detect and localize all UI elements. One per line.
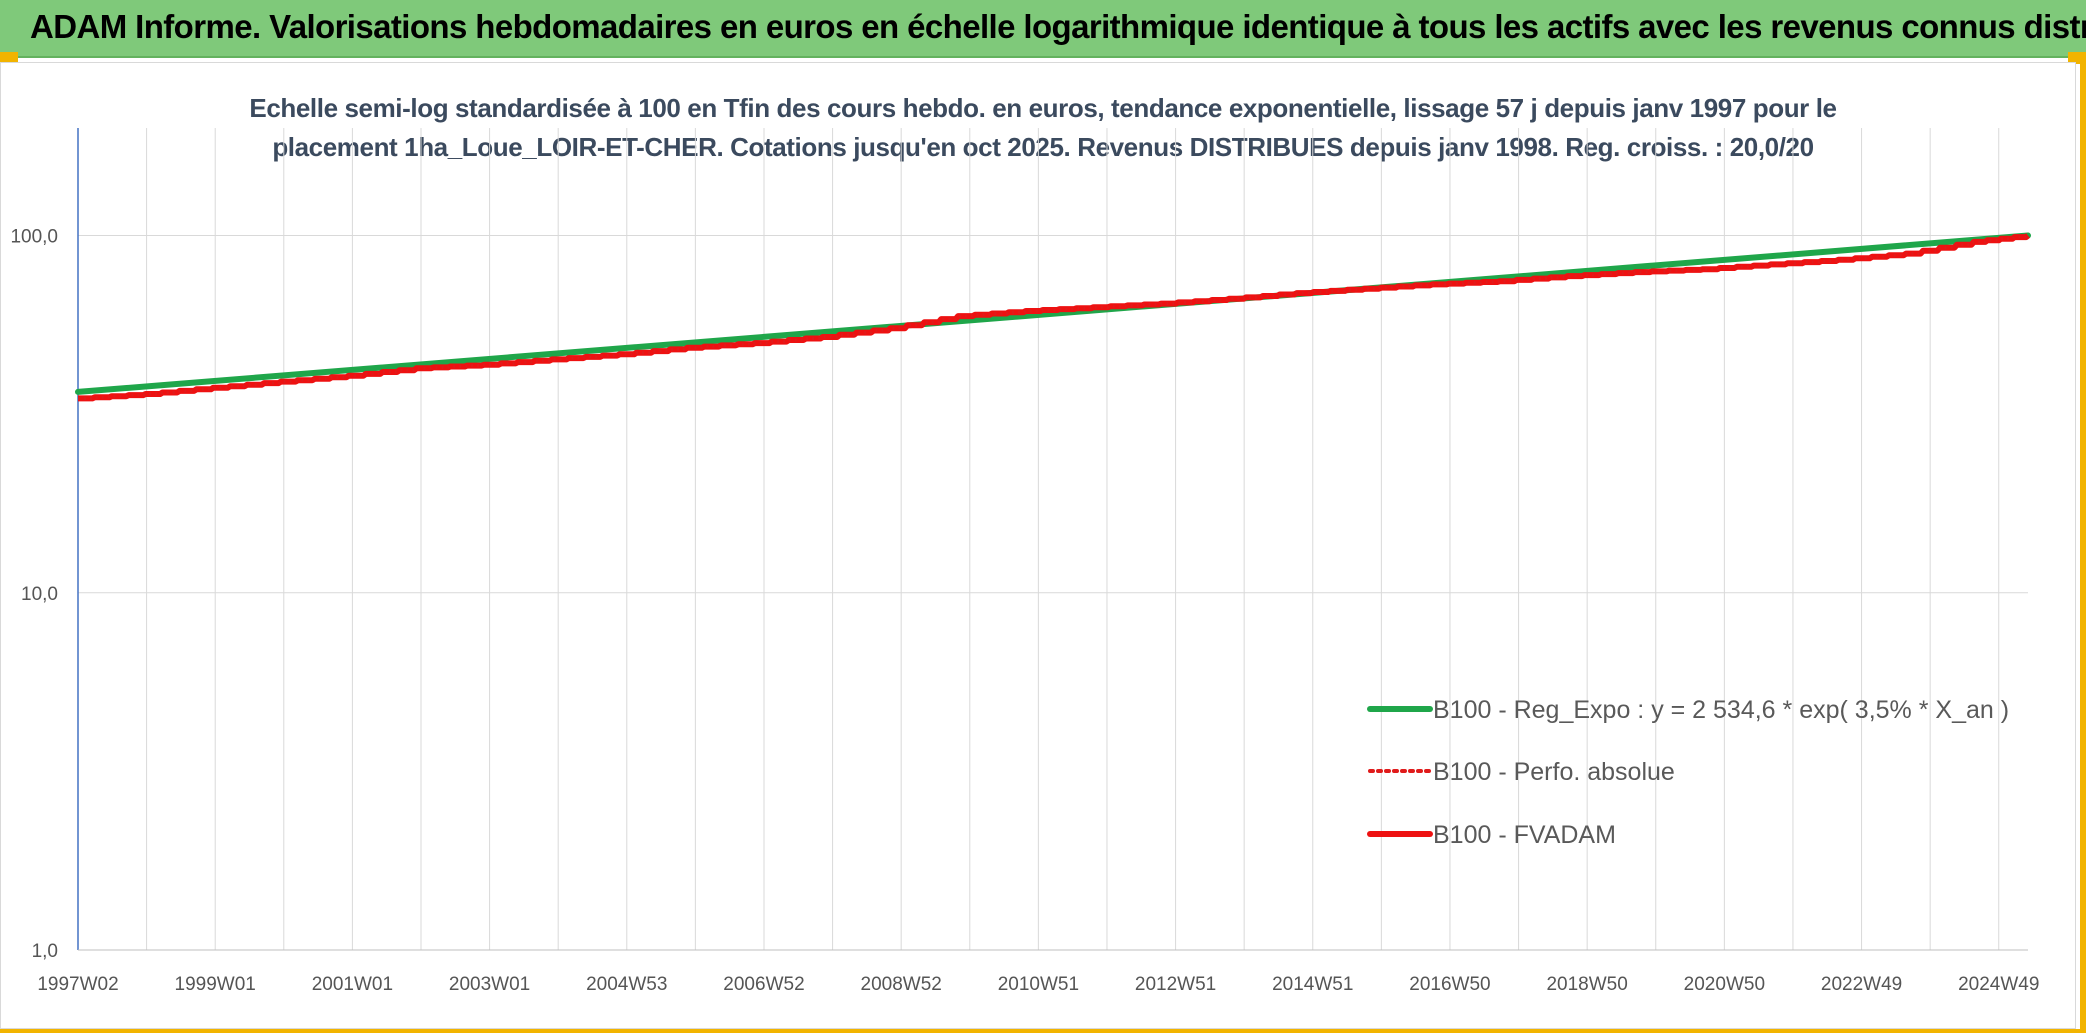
- frame-corner-right: [2068, 52, 2086, 64]
- x-tick-label: 2018W50: [1546, 974, 1627, 995]
- series-lines: [75, 232, 2031, 402]
- x-tick-label: 2012W51: [1135, 974, 1216, 995]
- y-tick-label: 10,0: [21, 584, 58, 605]
- y-tick-label: 100,0: [10, 227, 58, 248]
- report-banner: ADAM Informe. Valorisations hebdomadaire…: [0, 0, 2086, 58]
- x-tick-label: 2022W49: [1821, 974, 1902, 995]
- frame-edge-right: [2080, 64, 2086, 1033]
- x-tick-label: 1999W01: [175, 974, 256, 995]
- y-tick-label: 1,0: [32, 941, 58, 962]
- x-tick-label: 2020W50: [1684, 974, 1765, 995]
- x-tick-label: 2003W01: [449, 974, 530, 995]
- x-tick-label: 2008W52: [861, 974, 942, 995]
- report-title: ADAM Informe. Valorisations hebdomadaire…: [30, 8, 2086, 45]
- chart-title-line-1: Echelle semi-log standardisée à 100 en T…: [249, 93, 1837, 123]
- x-tick-label: 2006W52: [723, 974, 804, 995]
- x-tick-label: 2010W51: [998, 974, 1079, 995]
- legend-entry-fvadam-label: B100 - FVADAM: [1433, 821, 1616, 849]
- frame-edge-bottom: [0, 1029, 2086, 1033]
- chart-title: Echelle semi-log standardisée à 100 en T…: [0, 89, 2086, 167]
- series-perf-absolue-line: [78, 234, 2029, 400]
- x-tick-label: 2001W01: [312, 974, 393, 995]
- axes: [77, 128, 2028, 951]
- legend-entry-regression-label: B100 - Reg_Expo : y = 2 534,6 * exp( 3,5…: [1433, 696, 2009, 724]
- x-tick-label: 1997W02: [37, 974, 118, 995]
- legend: B100 - Reg_Expo : y = 2 534,6 * exp( 3,5…: [1367, 696, 2009, 849]
- x-tick-label: 2016W50: [1409, 974, 1490, 995]
- x-tick-label: 2004W53: [586, 974, 667, 995]
- x-tick-label: 2014W51: [1272, 974, 1353, 995]
- chart-title-line-2: placement 1ha_Loue_LOIR-ET-CHER. Cotatio…: [272, 132, 1814, 162]
- tick-labels: 1,0 10,0 100,0 1997W02 1999W01 2001W01 2003W01…: [10, 227, 2039, 995]
- series-regression-line: [75, 232, 2031, 395]
- gridlines: [77, 128, 2028, 951]
- frame-corner-left: [0, 52, 18, 64]
- legend-entry-perf-absolue-label: B100 - Perfo. absolue: [1433, 758, 1675, 786]
- x-tick-label: 2024W49: [1958, 974, 2039, 995]
